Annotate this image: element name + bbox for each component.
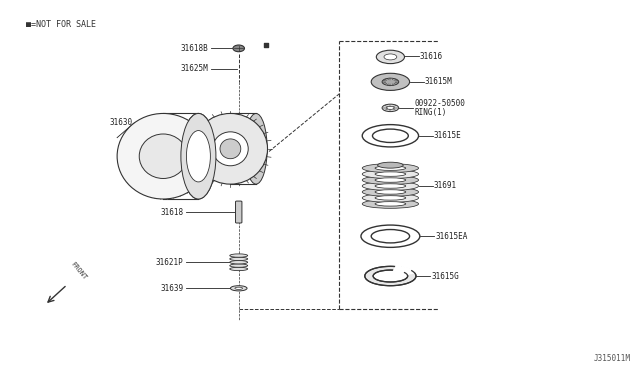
Ellipse shape [140,134,187,179]
Ellipse shape [382,104,399,112]
Ellipse shape [181,113,216,199]
Ellipse shape [384,54,397,60]
FancyBboxPatch shape [236,201,242,223]
Text: 31615G: 31615G [431,272,459,280]
Ellipse shape [362,187,419,196]
Ellipse shape [230,286,247,291]
Text: 31625M: 31625M [181,64,209,73]
Ellipse shape [361,225,420,247]
Ellipse shape [373,270,408,282]
Ellipse shape [375,178,406,182]
Ellipse shape [378,162,403,168]
Ellipse shape [235,287,243,289]
Ellipse shape [362,164,419,173]
Text: 31691: 31691 [434,182,457,190]
Point [260,42,271,48]
Text: 31616: 31616 [420,52,443,61]
Ellipse shape [376,50,404,64]
Text: 31639: 31639 [161,284,184,293]
Text: 31621P: 31621P [156,258,184,267]
Ellipse shape [375,202,406,206]
Text: FRONT: FRONT [69,261,88,281]
Ellipse shape [375,190,406,194]
Ellipse shape [375,196,406,200]
Ellipse shape [186,131,211,182]
Ellipse shape [230,267,248,271]
Ellipse shape [375,172,406,176]
Text: RING(1): RING(1) [414,108,447,117]
Ellipse shape [371,73,410,90]
Ellipse shape [230,264,248,267]
Ellipse shape [362,176,419,185]
Ellipse shape [362,193,419,202]
Text: ■=NOT FOR SALE: ■=NOT FOR SALE [26,20,95,29]
Text: 31630: 31630 [109,118,132,127]
Ellipse shape [230,260,248,264]
Ellipse shape [230,257,248,261]
Ellipse shape [230,254,248,257]
Text: 00922-50500: 00922-50500 [414,99,465,108]
Ellipse shape [387,106,394,109]
Ellipse shape [181,113,216,199]
Ellipse shape [362,170,419,179]
Ellipse shape [212,132,248,166]
Text: 31615E: 31615E [434,131,461,140]
Text: J315011M: J315011M [593,354,630,363]
Text: 31618: 31618 [161,208,184,217]
Ellipse shape [193,113,268,184]
Ellipse shape [117,113,209,199]
Ellipse shape [362,125,419,147]
Ellipse shape [365,266,416,286]
Ellipse shape [362,182,419,190]
Ellipse shape [375,184,406,188]
Text: 31615EA: 31615EA [435,232,468,241]
Ellipse shape [245,113,267,184]
Ellipse shape [233,45,244,52]
Text: 31618B: 31618B [181,44,209,53]
Ellipse shape [375,166,406,170]
Ellipse shape [382,78,399,86]
Ellipse shape [220,139,241,159]
Ellipse shape [371,230,410,243]
Ellipse shape [362,199,419,208]
Ellipse shape [372,129,408,142]
Text: 31615M: 31615M [425,77,452,86]
